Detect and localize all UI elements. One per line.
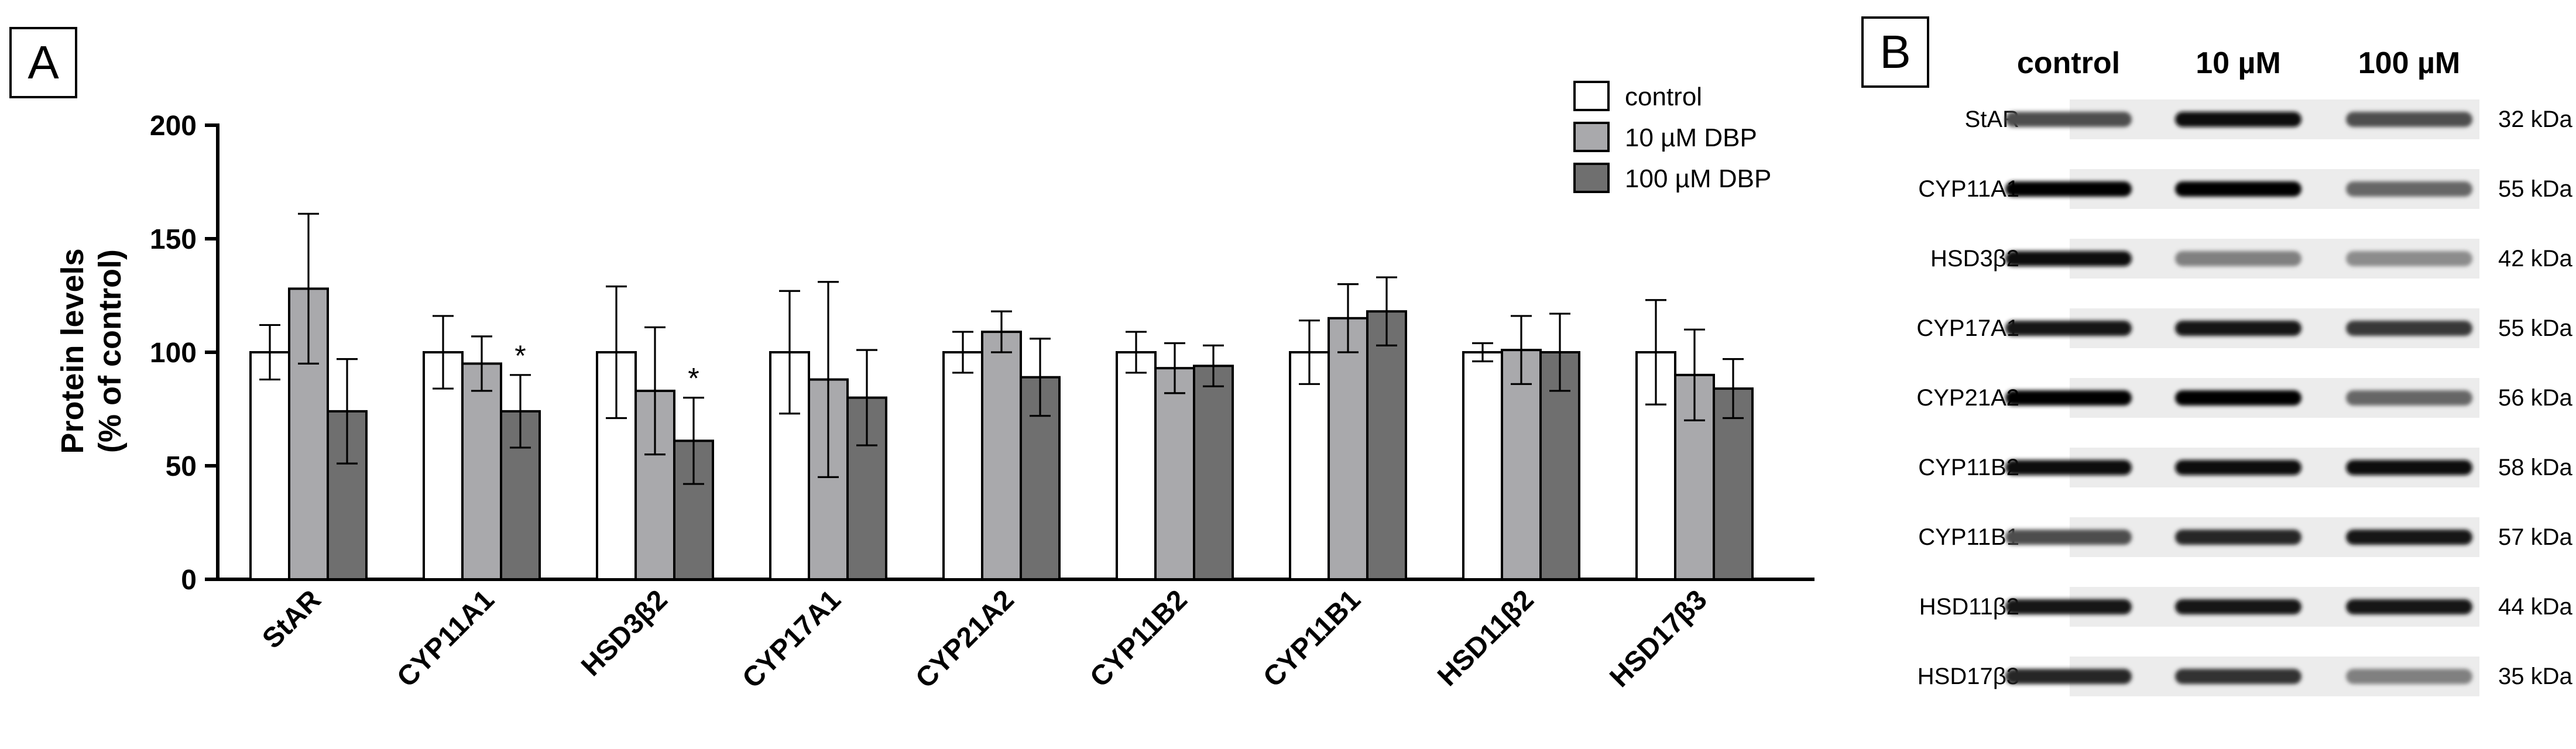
blot-band xyxy=(2346,460,2472,475)
significance-mark: * xyxy=(688,362,699,395)
legend-swatch xyxy=(1573,81,1610,111)
blot-band xyxy=(2346,251,2472,266)
y-tick-label: 150 xyxy=(150,224,197,255)
category-label: HSD17β3 xyxy=(1604,584,1713,693)
blot-band xyxy=(2175,390,2301,406)
blot-kda-label: 35 kDa xyxy=(2498,664,2572,689)
blot-band xyxy=(2175,112,2301,127)
panel-a-label: A xyxy=(9,27,77,98)
blot-protein-label: HSD3β2 xyxy=(1930,246,2019,272)
blot-kda-label: 56 kDa xyxy=(2498,385,2572,411)
y-tick-label: 0 xyxy=(181,565,197,596)
y-tick-label: 200 xyxy=(150,111,197,142)
blot-protein-label: CYP11B1 xyxy=(1918,524,2019,550)
blot-protein-label: CYP11B2 xyxy=(1918,455,2019,480)
category-label: CYP11B2 xyxy=(1084,584,1193,693)
legend-label: control xyxy=(1625,83,1702,111)
blot-band xyxy=(2175,599,2301,614)
bar-CYP21A2-control xyxy=(942,351,983,580)
panel-a-letter: A xyxy=(28,36,59,88)
bar-CYP11B2-control xyxy=(1116,351,1157,580)
panel-b-label: B xyxy=(1861,16,1929,88)
blot-band xyxy=(2175,669,2301,684)
blot-band xyxy=(2175,460,2301,475)
bar-CYP11B1-100 µM DBP xyxy=(1366,310,1407,580)
y-tick-label: 100 xyxy=(150,338,197,369)
category-label: CYP17A1 xyxy=(736,584,846,694)
blot-kda-label: 55 kDa xyxy=(2498,315,2572,341)
chart-legend: control 10 µM DBP 100 µM DBP xyxy=(1573,81,1771,193)
blot-band xyxy=(2346,321,2472,336)
blot-band xyxy=(2005,390,2132,406)
blot-band xyxy=(2346,181,2472,197)
category-label: CYP11A1 xyxy=(391,584,500,693)
bar-CYP11A1-10 µM DBP xyxy=(461,362,502,581)
blot-band xyxy=(2175,321,2301,336)
y-tick-label: 50 xyxy=(166,451,197,482)
category-label: StAR xyxy=(256,584,327,654)
bar-CYP11B2-100 µM DBP xyxy=(1193,365,1234,581)
blot-band xyxy=(2175,181,2301,197)
blot-lane-header: 10 µM xyxy=(2196,46,2281,80)
legend-label: 10 µM DBP xyxy=(1625,123,1757,152)
blot-protein-label: HSD17β3 xyxy=(1918,664,2019,689)
blot-kda-label: 42 kDa xyxy=(2498,246,2572,272)
bar-CYP11B2-10 µM DBP xyxy=(1154,367,1195,580)
blot-kda-label: 57 kDa xyxy=(2498,524,2572,550)
y-axis-label-line2: (% of control) xyxy=(92,249,128,453)
blot-band xyxy=(2005,251,2132,266)
category-label: HSD3β2 xyxy=(575,584,674,682)
legend-swatch xyxy=(1573,122,1610,152)
blot-protein-label: HSD11β2 xyxy=(1919,594,2019,620)
panel-b-letter: B xyxy=(1879,26,1910,78)
bar-HSD11β2-control xyxy=(1462,351,1503,580)
bar-CYP21A2-10 µM DBP xyxy=(981,331,1022,581)
blot-band xyxy=(2005,181,2132,197)
blot-protein-label: CYP21A2 xyxy=(1916,385,2019,411)
legend-swatch xyxy=(1573,163,1610,193)
chart-bars: StAR CYP11A1 HSD3β2 CYP17A1 CYP21A2 CYP11B2 CY… xyxy=(249,212,1754,695)
bar-StAR-control xyxy=(249,351,290,580)
significance-mark: * xyxy=(514,339,526,372)
blot-lane-header: control xyxy=(2017,46,2120,80)
category-label: HSD11β2 xyxy=(1432,584,1540,692)
blot-band xyxy=(2005,321,2132,336)
bar-CYP11B1-control xyxy=(1289,351,1330,580)
blot-band xyxy=(2346,530,2472,545)
blot-band xyxy=(2005,460,2132,475)
blot-kda-label: 44 kDa xyxy=(2498,594,2572,620)
category-label: CYP21A2 xyxy=(910,584,1020,694)
legend-label: 100 µM DBP xyxy=(1625,164,1771,193)
blot-lane-header: 100 µM xyxy=(2358,46,2460,80)
blot-band xyxy=(2175,251,2301,266)
bar-CYP11B1-10 µM DBP xyxy=(1328,317,1368,580)
blot-protein-label: CYP11A1 xyxy=(1918,176,2019,202)
blot-band xyxy=(2346,112,2472,127)
y-axis-label-line1: Protein levels xyxy=(55,248,90,453)
blot-band xyxy=(2346,669,2472,684)
blot-band xyxy=(2175,530,2301,545)
blot-band xyxy=(2005,530,2132,545)
blot-band xyxy=(2005,669,2132,684)
category-label: CYP11B1 xyxy=(1257,584,1367,693)
blot-protein-label: CYP17A1 xyxy=(1916,315,2019,341)
blot-band xyxy=(2346,599,2472,614)
blot-kda-label: 55 kDa xyxy=(2498,176,2572,202)
blot-band xyxy=(2005,112,2132,127)
blot-band xyxy=(2005,599,2132,614)
blot-band xyxy=(2346,390,2472,406)
blot-kda-label: 58 kDa xyxy=(2498,455,2572,480)
blot-kda-label: 32 kDa xyxy=(2498,106,2572,132)
